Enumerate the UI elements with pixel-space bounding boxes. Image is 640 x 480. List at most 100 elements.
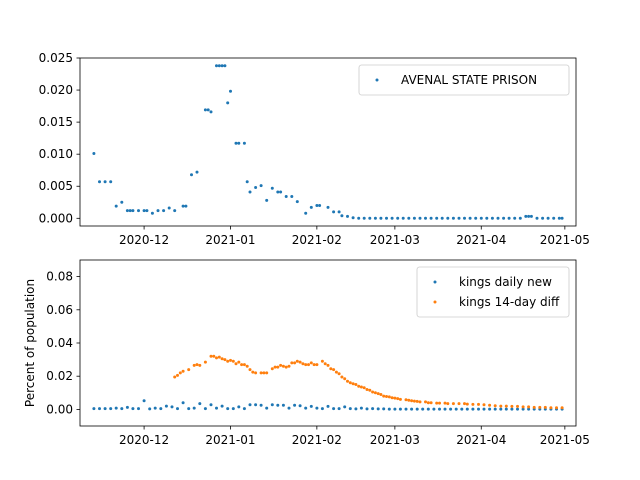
data-point: [496, 216, 500, 220]
data-point: [162, 209, 166, 213]
data-point: [412, 216, 416, 220]
data-point: [438, 407, 441, 411]
data-point: [137, 407, 140, 411]
data-point: [190, 173, 193, 177]
data-point: [516, 404, 519, 408]
data-point: [326, 363, 330, 367]
data-point: [435, 401, 439, 405]
data-point: [348, 381, 352, 385]
data-point: [128, 209, 132, 213]
data-point: [438, 401, 441, 405]
data-point: [488, 403, 492, 407]
legend: AVENAL STATE PRISON: [358, 64, 570, 96]
data-point: [337, 407, 341, 411]
y-tick-label: 0.08: [46, 270, 73, 284]
data-point: [332, 407, 336, 411]
data-point: [390, 396, 394, 400]
data-point: [424, 216, 427, 220]
data-point: [477, 407, 480, 411]
data-point: [407, 398, 411, 402]
data-point: [521, 405, 525, 409]
data-point: [332, 368, 336, 372]
data-point: [446, 402, 450, 406]
data-point: [449, 407, 453, 411]
data-point: [195, 363, 199, 367]
data-point: [429, 401, 433, 405]
data-point: [499, 404, 503, 408]
data-point: [421, 407, 425, 411]
data-point: [541, 216, 545, 220]
data-point: [379, 393, 383, 396]
data-point: [198, 363, 202, 367]
data-point: [137, 209, 140, 213]
data-point: [343, 377, 347, 381]
data-point: [435, 216, 439, 220]
data-point: [307, 363, 310, 367]
data-point: [560, 406, 564, 410]
data-point: [284, 365, 288, 369]
data-point: [220, 357, 224, 361]
data-point: [471, 407, 475, 411]
data-point: [463, 216, 466, 220]
data-point: [181, 369, 185, 373]
data-point: [187, 368, 191, 372]
chart-panel-1: 2020-12 2021-01 2021-02 2021-03 2021-04 2021-…: [39, 51, 590, 247]
data-point: [209, 354, 213, 358]
data-point: [279, 190, 283, 194]
data-point: [385, 395, 388, 398]
data-point: [549, 406, 553, 410]
data-point: [223, 358, 227, 362]
data-point: [259, 371, 263, 375]
data-point: [368, 216, 372, 220]
data-point: [173, 209, 177, 213]
data-point: [357, 384, 361, 388]
data-point: [337, 372, 341, 376]
legend-marker: [433, 300, 437, 304]
data-point: [295, 359, 299, 363]
data-point: [254, 403, 258, 407]
data-point: [527, 214, 531, 218]
data-point: [237, 141, 241, 145]
data-point: [401, 216, 405, 220]
data-point: [304, 406, 308, 410]
data-point: [125, 209, 129, 213]
data-point: [510, 404, 514, 408]
data-point: [265, 198, 269, 202]
data-point: [485, 216, 489, 220]
data-point: [315, 204, 319, 207]
data-point: [382, 407, 386, 411]
y-tick-label: 0.010: [39, 147, 73, 161]
data-point: [245, 180, 249, 184]
data-point: [477, 402, 480, 406]
data-point: [504, 407, 508, 411]
data-point: [346, 379, 349, 383]
data-point: [387, 407, 391, 411]
data-point: [248, 403, 252, 407]
data-point: [309, 361, 313, 365]
data-point: [98, 407, 101, 411]
data-point: [326, 404, 330, 408]
data-point: [516, 407, 519, 411]
data-point: [203, 360, 207, 364]
data-point: [181, 401, 185, 405]
y-tick-label: 0.020: [39, 83, 73, 97]
data-point: [560, 216, 564, 220]
data-point: [279, 363, 283, 367]
data-point: [463, 402, 466, 406]
data-point: [203, 407, 207, 411]
data-point: [393, 407, 397, 411]
data-point: [142, 209, 146, 213]
data-point: [532, 405, 536, 409]
data-point: [203, 108, 207, 112]
data-point: [396, 216, 400, 220]
x-tick-label: 2021-01: [205, 233, 255, 247]
data-point: [315, 406, 319, 410]
data-point: [426, 407, 430, 411]
data-point: [513, 216, 517, 220]
data-point: [410, 399, 414, 403]
data-point: [407, 216, 411, 220]
legend: kings daily new kings 14-day diff: [416, 266, 570, 318]
data-point: [529, 214, 533, 218]
data-point: [418, 216, 422, 220]
data-point: [451, 402, 455, 406]
